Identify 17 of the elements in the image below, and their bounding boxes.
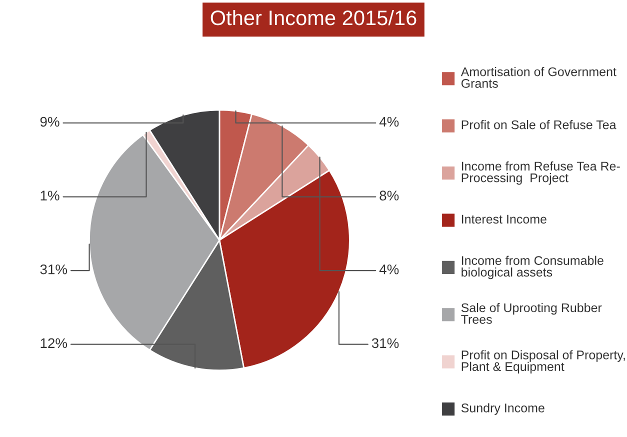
legend-label: Amortisation of Government Grants bbox=[460, 67, 616, 88]
legend-label: Interest Income bbox=[462, 214, 546, 224]
data-label: 12% bbox=[40, 338, 68, 348]
legend-label: Profit on Disposal of Property, Plant & Equipment bbox=[462, 350, 625, 374]
data-label: 1% bbox=[40, 190, 60, 200]
legend-label: Income from Consumable biological assets bbox=[462, 256, 604, 280]
legend-label: Income from Refuse Tea Re- Processing Project bbox=[462, 161, 620, 185]
data-label: 9% bbox=[40, 116, 60, 127]
data-label: 8% bbox=[380, 190, 399, 200]
data-label: 4% bbox=[379, 116, 399, 127]
legend-label: Sale of Uprooting Rubber Trees bbox=[461, 302, 602, 324]
legend-label: Profit on Sale of Refuse Tea bbox=[462, 120, 616, 130]
data-label: 4% bbox=[379, 264, 399, 274]
data-label: 31% bbox=[372, 338, 399, 348]
legend-label: Sundry Income bbox=[461, 403, 544, 415]
data-label: 31% bbox=[40, 264, 68, 274]
chart-title: Other Income 2015/16 bbox=[210, 10, 416, 26]
